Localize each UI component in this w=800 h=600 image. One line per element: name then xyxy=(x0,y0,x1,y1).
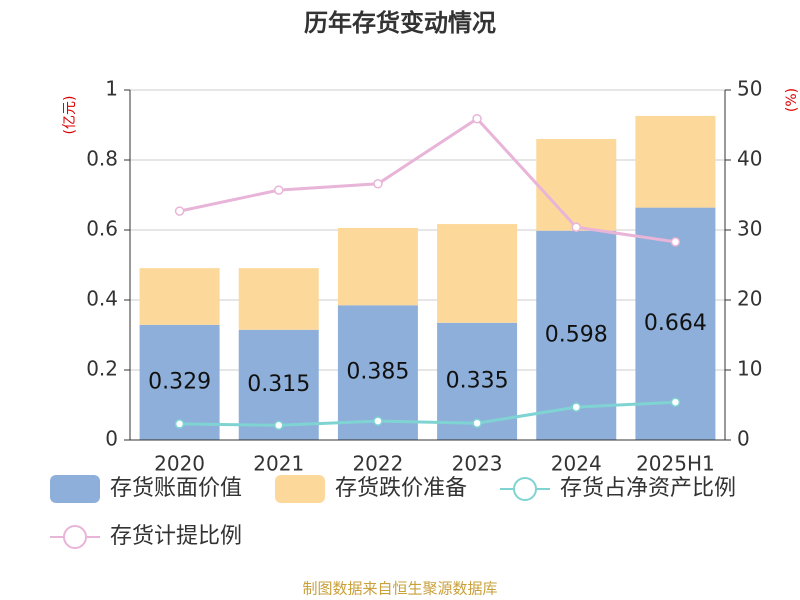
bar xyxy=(238,268,319,330)
data-label: 0.329 xyxy=(148,369,211,394)
legend-label: 存货占净资产比例 xyxy=(560,476,736,501)
source-note: 制图数据来自恒生聚源数据库 xyxy=(302,580,497,598)
legend-swatch xyxy=(275,475,325,503)
legend-swatch xyxy=(50,475,100,503)
line-point xyxy=(274,420,284,431)
line-point xyxy=(571,222,581,232)
y-tick-label: 0.2 xyxy=(86,357,118,381)
bar xyxy=(635,115,716,208)
y2-tick-label: 20 xyxy=(737,287,762,311)
x-tick-label: 2021 xyxy=(253,452,304,476)
y-tick-label: 0 xyxy=(105,427,118,451)
data-label: 0.664 xyxy=(644,311,707,336)
line-point xyxy=(174,419,185,429)
x-tick-label: 2023 xyxy=(452,452,503,476)
line-point xyxy=(670,397,681,407)
x-tick-label: 2022 xyxy=(352,452,403,476)
y2-tick-label: 10 xyxy=(737,357,762,381)
y2-tick-label: 40 xyxy=(737,147,762,171)
data-label: 0.598 xyxy=(545,322,608,347)
x-tick-label: 2020 xyxy=(154,452,205,476)
y2-axis-label: (%) xyxy=(784,88,800,112)
bar xyxy=(139,268,220,325)
legend-label: 存货计提比例 xyxy=(110,524,242,549)
legend-label: 存货账面价值 xyxy=(110,476,242,501)
x-tick-label: 2024 xyxy=(551,452,602,476)
legend-label: 存货跌价准备 xyxy=(335,476,467,501)
data-label: 0.335 xyxy=(446,368,509,393)
y2-tick-label: 30 xyxy=(737,217,762,241)
bar xyxy=(536,139,617,231)
line-point xyxy=(571,402,581,412)
chart-title: 历年存货变动情况 xyxy=(304,9,496,37)
line-point xyxy=(274,185,284,195)
line-point xyxy=(373,179,383,189)
y2-tick-label: 50 xyxy=(737,77,762,101)
line-point xyxy=(174,206,185,216)
bar xyxy=(337,227,418,306)
line-point xyxy=(670,237,681,247)
line xyxy=(179,400,676,427)
y-axis-label: (亿元) xyxy=(62,96,78,135)
data-label: 0.385 xyxy=(346,360,409,385)
y2-tick-label: 0 xyxy=(737,427,750,451)
bar xyxy=(437,224,518,323)
line-point xyxy=(472,113,482,124)
y-tick-label: 0.8 xyxy=(86,147,118,171)
line xyxy=(179,116,676,244)
y-tick-label: 0.4 xyxy=(86,287,118,311)
data-label: 0.315 xyxy=(247,372,310,397)
x-tick-label: 2025H1 xyxy=(636,452,715,476)
legend-swatch xyxy=(63,525,87,549)
line-point xyxy=(373,416,383,426)
legend-swatch xyxy=(513,477,537,501)
y-tick-label: 0.6 xyxy=(86,217,118,241)
line-point xyxy=(472,418,482,428)
y-tick-label: 1 xyxy=(105,77,118,101)
